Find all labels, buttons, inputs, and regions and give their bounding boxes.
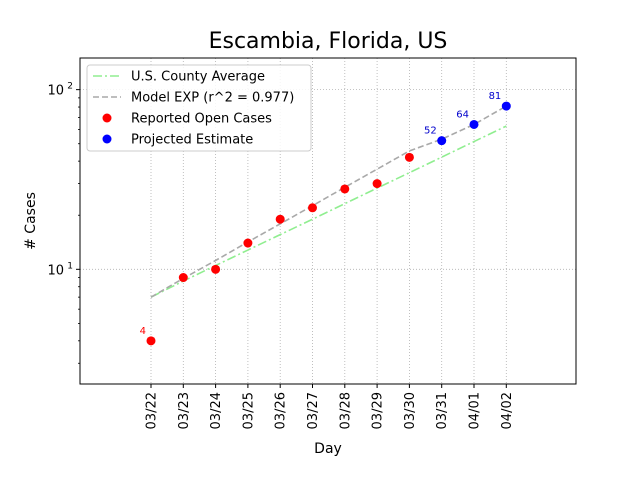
reported-case-point: [243, 238, 253, 248]
model-exp-line: [150, 105, 507, 298]
point-value-label: 52: [424, 126, 437, 137]
legend-entry-label: Reported Open Cases: [131, 112, 272, 127]
legend: U.S. County Average Model EXP (r^2 = 0.97…: [86, 64, 312, 152]
legend-entry-label: Projected Estimate: [131, 133, 253, 148]
reported-case-point: [275, 214, 285, 224]
x-tick-label: 03/25: [241, 392, 256, 429]
x-tick-label: 03/24: [209, 392, 224, 429]
reported-case-point: [178, 273, 188, 283]
y-tick-label: 10: [47, 84, 64, 99]
y-tick-exponent: 1: [67, 261, 73, 271]
point-value-label: 81: [489, 91, 502, 102]
x-tick-label: 03/31: [435, 392, 450, 429]
point-value-label: 64: [456, 109, 469, 120]
reported-case-point: [308, 203, 317, 213]
x-axis-title: Day: [314, 441, 342, 457]
legend-entry-label: Model EXP (r^2 = 0.977): [131, 91, 294, 106]
x-tick-label: 03/28: [338, 392, 353, 429]
projected-estimate-point: [437, 136, 447, 146]
county-average-line: [150, 125, 507, 298]
x-tick-label: 03/30: [403, 392, 418, 429]
x-tick-label: 04/01: [468, 392, 483, 429]
x-tick-label: 03/22: [145, 392, 160, 429]
x-tick-label: 03/29: [371, 392, 386, 429]
legend-box: [86, 64, 312, 152]
point-value-label: 4: [140, 326, 146, 337]
legend-entry-label: U.S. County Average: [131, 70, 265, 85]
reported-case-point: [211, 264, 221, 274]
reported-case-point: [146, 336, 156, 346]
y-tick-label: 10: [47, 263, 64, 278]
x-tick-label: 03/23: [177, 392, 192, 429]
legend-marker-swatch: [102, 134, 112, 144]
reported-case-point: [340, 184, 350, 194]
y-axis-title: # Cases: [23, 192, 39, 250]
x-tick-label: 03/26: [274, 392, 289, 429]
x-tick-label: 04/02: [500, 392, 515, 429]
y-tick-exponent: 2: [67, 82, 73, 92]
legend-marker-swatch: [102, 113, 112, 123]
projected-estimate-point: [469, 119, 479, 129]
plot-frame: [79, 57, 577, 385]
x-tick-label: 03/27: [306, 392, 321, 429]
projected-estimate-point: [501, 101, 511, 111]
reported-case-point: [372, 179, 382, 189]
reported-case-point: [404, 152, 414, 162]
chart-title: Escambia, Florida, US: [209, 29, 448, 54]
